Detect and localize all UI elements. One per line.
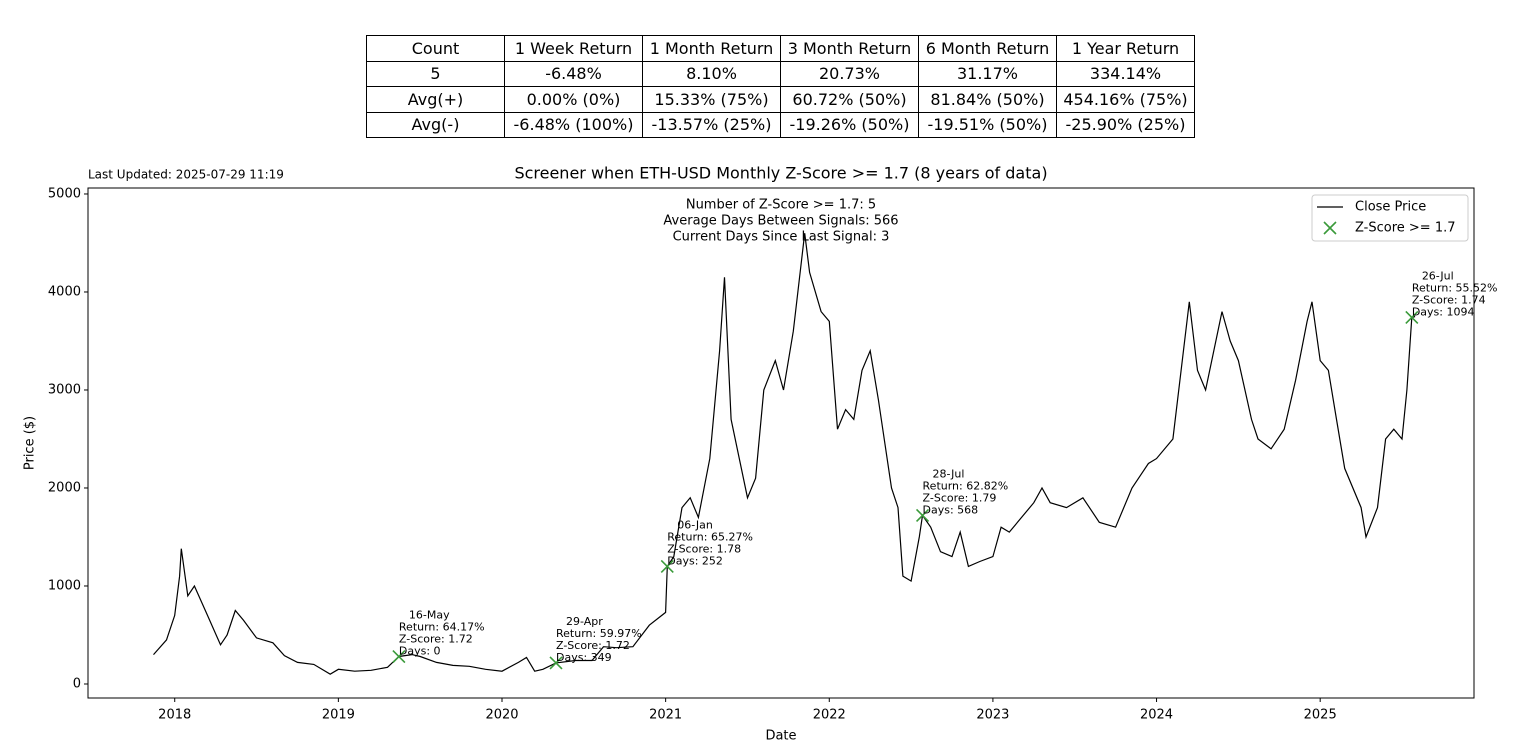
table-cell: 334.14%	[1056, 60, 1195, 87]
stats-annotation: Number of Z-Score >= 1.7: 5	[686, 198, 876, 213]
table-cell: 5	[366, 60, 505, 87]
x-axis-label: Date	[765, 729, 796, 744]
price-line	[153, 233, 1416, 675]
table-cell: -19.26% (50%)	[780, 111, 919, 138]
signal-annotation: 28-Jul	[933, 467, 965, 480]
table-row: Avg(-) -6.48% (100%) -13.57% (25%) -19.26% …	[366, 111, 1195, 138]
x-tick-label: 2023	[976, 708, 1009, 723]
x-tick-label: 2020	[485, 708, 518, 723]
signal-annotation: Return: 65.27%	[667, 530, 753, 543]
y-tick-label: 2000	[48, 480, 81, 495]
legend-label: Z-Score >= 1.7	[1355, 221, 1456, 236]
x-tick-label: 2021	[649, 708, 682, 723]
signal-annotation: Return: 62.82%	[923, 479, 1009, 492]
table-cell: Count	[366, 35, 505, 62]
table-cell: -6.48% (100%)	[504, 111, 643, 138]
signal-annotation: Z-Score: 1.78	[667, 542, 741, 555]
table-cell: 0.00% (0%)	[504, 86, 643, 113]
signal-annotation: Return: 55.52%	[1412, 281, 1498, 294]
x-tick-label: 2019	[322, 708, 355, 723]
signal-marker	[549, 656, 563, 670]
x-tick-label: 2024	[1140, 708, 1173, 723]
table-cell: 1 Year Return	[1056, 35, 1195, 62]
summary-table: Count 1 Week Return 1 Month Return 3 Month …	[366, 35, 1195, 138]
table-cell: -19.51% (50%)	[918, 111, 1057, 138]
signal-annotation: Days: 349	[556, 651, 612, 664]
x-tick-label: 2025	[1304, 708, 1337, 723]
table-cell: 60.72% (50%)	[780, 86, 919, 113]
plot-frame	[87, 187, 1475, 699]
stats-annotation: Current Days Since Last Signal: 3	[673, 230, 890, 245]
signal-annotation: 26-Jul	[1422, 269, 1454, 282]
signal-annotation: Return: 64.17%	[399, 621, 485, 634]
signal-annotation: Z-Score: 1.72	[399, 633, 473, 646]
signal-annotation: Days: 0	[399, 645, 441, 658]
legend-label: Close Price	[1355, 200, 1426, 215]
signal-marker	[915, 508, 930, 522]
last-updated: Last Updated: 2025-07-29 11:19	[88, 168, 284, 182]
signal-annotation: 16-May	[409, 609, 450, 622]
y-tick-label: 5000	[48, 186, 81, 201]
signal-marker	[660, 559, 674, 573]
legend-swatch	[1323, 221, 1337, 235]
x-tick-label: 2018	[158, 708, 191, 723]
table-cell: Avg(-)	[366, 111, 505, 138]
table-cell: 454.16% (75%)	[1056, 86, 1195, 113]
chart-title: Screener when ETH-USD Monthly Z-Score >=…	[514, 164, 1047, 183]
legend-box	[1311, 194, 1469, 242]
y-axis-label: Price ($)	[23, 416, 38, 470]
stats-annotation: Average Days Between Signals: 566	[663, 214, 898, 229]
table-cell: Avg(+)	[366, 86, 505, 113]
signal-annotation: Days: 252	[667, 554, 723, 567]
signal-annotation: Z-Score: 1.79	[923, 491, 997, 504]
signal-annotation: Days: 568	[923, 503, 979, 516]
signal-marker	[1405, 310, 1419, 325]
y-tick-label: 3000	[48, 382, 81, 397]
y-tick-label: 4000	[48, 284, 81, 299]
signal-marker	[392, 649, 406, 664]
signal-annotation: 29-Apr	[566, 615, 603, 628]
table-cell: 1 Week Return	[504, 35, 643, 62]
signal-annotation: 06-Jan	[677, 518, 713, 531]
y-tick-label: 1000	[48, 578, 81, 593]
table-cell: 3 Month Return	[780, 35, 919, 62]
table-cell: -6.48%	[504, 60, 643, 87]
y-tick-label: 0	[73, 676, 81, 691]
table-row: Count 1 Week Return 1 Month Return 3 Month …	[366, 35, 1195, 62]
signal-annotation: Z-Score: 1.74	[1412, 293, 1486, 306]
x-tick-label: 2022	[813, 708, 846, 723]
signal-annotation: Z-Score: 1.72	[556, 639, 630, 652]
table-row: 5 -6.48% 8.10% 20.73% 31.17% 334.14%	[366, 60, 1195, 87]
signal-annotation: Return: 59.97%	[556, 627, 642, 640]
table-cell: -25.90% (25%)	[1056, 111, 1195, 138]
table-cell: 20.73%	[780, 60, 919, 87]
signal-annotation: Days: 1094	[1412, 305, 1475, 318]
